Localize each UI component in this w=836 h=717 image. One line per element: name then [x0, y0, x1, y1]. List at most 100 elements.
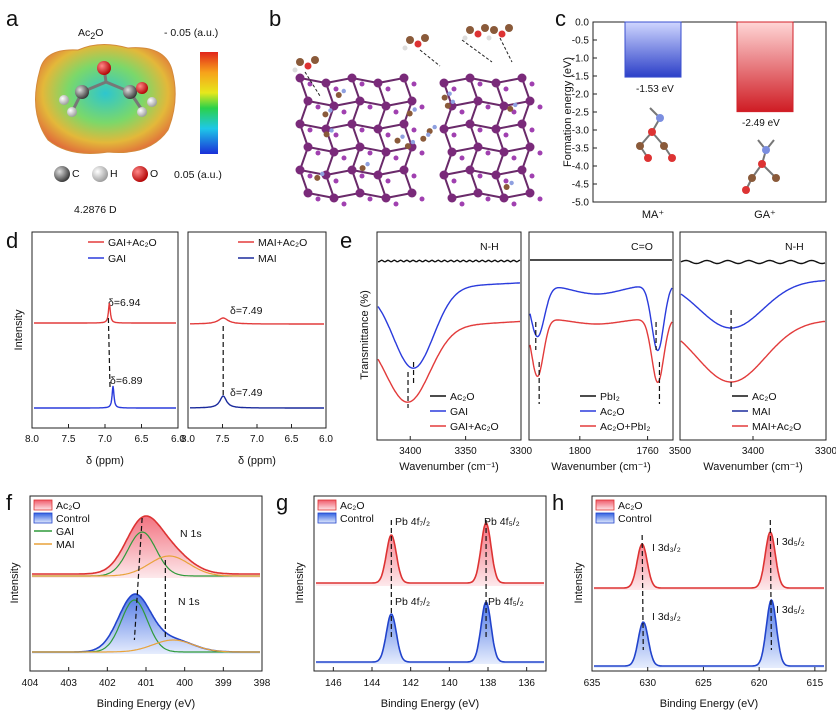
- x-tick-label: 140: [441, 678, 458, 689]
- i-atom: [459, 155, 465, 161]
- nmr-line-mai-ac2o: [190, 317, 324, 325]
- bar-value-label-ga: -2.49 eV: [742, 118, 780, 129]
- panel-label-h: h: [552, 490, 564, 515]
- pb-atom: [473, 188, 483, 198]
- x-tick-label: 7.5: [216, 434, 230, 445]
- h-ac2o-line: [594, 530, 824, 589]
- legend-gai-ac2o: GAI+Ac₂O: [108, 237, 157, 249]
- nmr-line-gai-ac2o: [34, 303, 176, 324]
- plot-frame-2: [528, 231, 674, 441]
- legend-f-gai: GAI: [56, 526, 74, 538]
- legend-g-ac2o: Ac₂O: [340, 500, 365, 512]
- annotation-n1s-bottom: N 1s: [178, 596, 200, 608]
- x-tick-label: 142: [402, 678, 419, 689]
- ftir2-ac2o: [529, 286, 673, 352]
- pb-atom: [381, 101, 391, 111]
- i-atom: [315, 150, 321, 156]
- i-atom: [451, 132, 457, 138]
- molecule-label: Ac2O: [78, 27, 103, 41]
- pb-atom: [473, 96, 483, 106]
- pb-atom: [465, 73, 475, 83]
- i-atom: [537, 104, 543, 110]
- organic-atom: [503, 183, 510, 190]
- x-tick-label: 3500: [669, 446, 692, 457]
- x-tick-label: 625: [695, 678, 712, 689]
- pb-atom: [499, 147, 509, 157]
- panel-label-c: c: [555, 6, 566, 31]
- f-mai-fit: [32, 555, 260, 577]
- i-atom: [477, 173, 483, 179]
- ac2o-atom: [421, 34, 429, 42]
- pb-atom: [355, 96, 365, 106]
- annotation-pb-7-2-bottom: Pb 4f₇/₂: [395, 596, 430, 608]
- pb-atom: [381, 193, 391, 203]
- bar-1: [736, 21, 794, 113]
- ftir-curves: [377, 259, 826, 408]
- i-atom: [419, 150, 425, 156]
- organic-atom: [426, 132, 431, 137]
- y-tick-label: -2.5: [572, 108, 590, 119]
- pb-atom: [329, 147, 339, 157]
- pb-atom: [399, 119, 409, 129]
- pb-atom: [447, 147, 457, 157]
- pb-atom: [439, 78, 449, 88]
- f-mai-fit-bottom: [32, 639, 260, 653]
- i-atom: [359, 173, 365, 179]
- organic-atom: [328, 108, 333, 113]
- i-atom: [367, 104, 373, 110]
- legend-f-mai: MAI: [56, 539, 75, 551]
- i-atom: [529, 173, 535, 179]
- organic-atom: [365, 161, 370, 167]
- x-category-ma: MA⁺: [642, 209, 665, 221]
- organic-atom: [341, 88, 346, 94]
- x-tick-label: 401: [138, 678, 155, 689]
- x-tick-label: 402: [99, 678, 116, 689]
- x-axis-label: Binding Energy (eV): [97, 698, 195, 710]
- ac2o-atom: [490, 26, 498, 34]
- scale-bottom-label: 0.05 (a.u.): [174, 169, 222, 181]
- atom-h: [67, 107, 77, 117]
- x-tick-label: 6.5: [285, 434, 299, 445]
- i-atom: [307, 173, 313, 179]
- i-atom: [393, 201, 399, 207]
- i-atom: [477, 81, 483, 87]
- legend-e1-ac2o: Ac₂O: [450, 391, 475, 403]
- x-tick-label: 620: [751, 678, 768, 689]
- esp-surface: [35, 44, 176, 154]
- i-atom: [419, 104, 425, 110]
- ftir2-ac2o-pbi2: [529, 319, 673, 384]
- x-tick-label: 3300: [510, 446, 533, 457]
- pb-atom: [373, 170, 383, 180]
- pb-atom: [491, 78, 501, 88]
- i-atom: [385, 86, 391, 92]
- panel-label-e: e: [340, 228, 352, 253]
- band-title-2: C=O: [631, 241, 653, 253]
- nmr-line-mai: [190, 395, 324, 409]
- organic-atom: [359, 165, 366, 172]
- i-atom: [537, 196, 543, 202]
- organic-atom: [314, 174, 321, 181]
- xps-curves: [32, 515, 824, 668]
- x-tick-label: 404: [22, 678, 39, 689]
- y-tick-label: -4.5: [572, 180, 590, 191]
- i-atom: [451, 86, 457, 92]
- f-control-fill: [32, 594, 260, 654]
- ac2o-atom: [414, 40, 422, 48]
- x-tick-label: 7.5: [62, 434, 76, 445]
- i-atom: [537, 150, 543, 156]
- ac2o-atom: [462, 35, 468, 41]
- y-tick-label: -3.0: [572, 126, 590, 137]
- i-atom: [477, 127, 483, 133]
- organic-atom: [322, 111, 329, 118]
- i-atom: [359, 127, 365, 133]
- pb-atom: [355, 142, 365, 152]
- i-atom: [511, 155, 517, 161]
- ac2o-atom: [304, 62, 312, 70]
- bar-0: [624, 21, 682, 78]
- organic-atom: [444, 102, 451, 109]
- atom-o: [97, 61, 111, 75]
- x-tick-label: 3400: [399, 446, 422, 457]
- i-atom: [367, 196, 373, 202]
- x-axis-label-right: δ (ppm): [238, 455, 276, 467]
- pb-atom: [295, 119, 305, 129]
